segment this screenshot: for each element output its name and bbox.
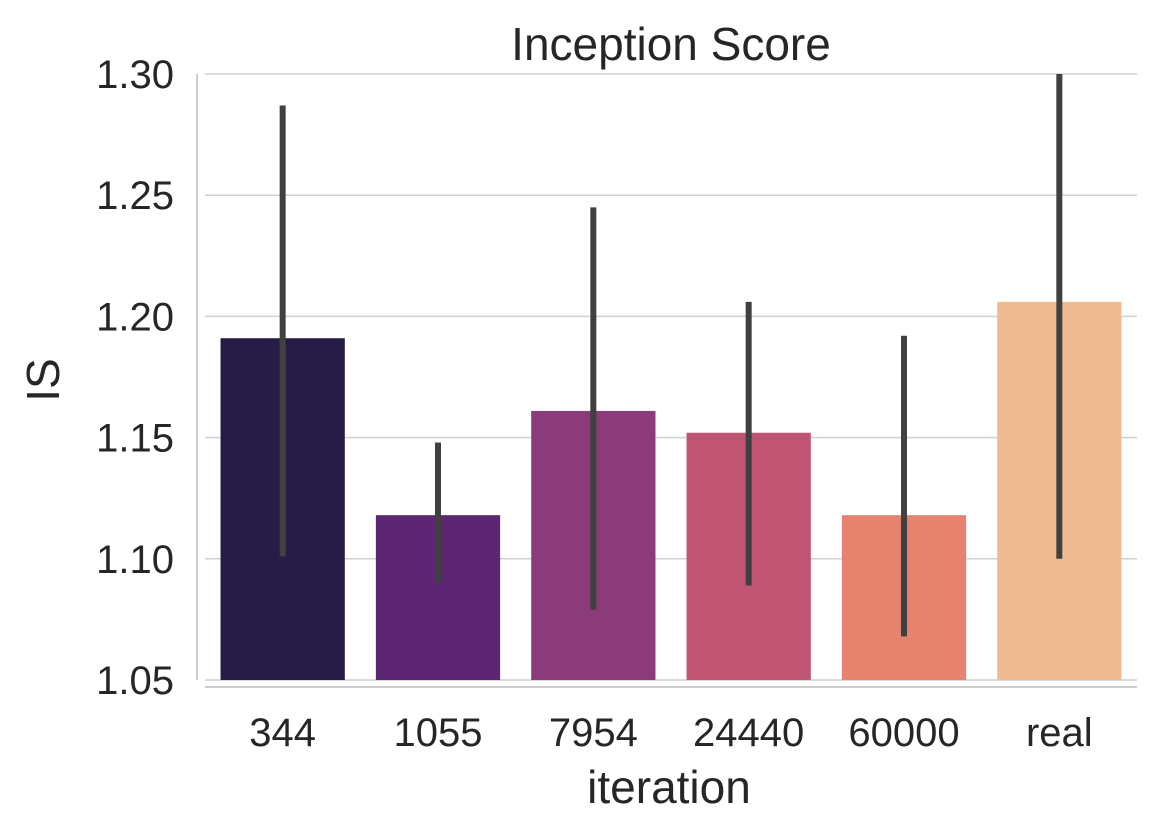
- y-tick-label: 1.05: [96, 659, 174, 703]
- y-tick-label: 1.25: [96, 174, 174, 218]
- x-tick-labels: 344 1055 7954 24440 60000 real: [249, 711, 1092, 755]
- gridlines: [205, 73, 1137, 681]
- x-tick-label: real: [1026, 711, 1093, 755]
- x-tick-label: 24440: [693, 711, 804, 755]
- y-tick-label: 1.20: [96, 295, 174, 339]
- error-bars: [279, 74, 1063, 637]
- x-axis-label: iteration: [587, 761, 751, 813]
- x-tick-label: 344: [249, 711, 316, 755]
- y-tick-labels: 1.05 1.10 1.15 1.20 1.25 1.30: [96, 53, 174, 703]
- x-tick-label: 60000: [848, 711, 959, 755]
- chart-title: Inception Score: [511, 18, 831, 70]
- y-tick-label: 1.15: [96, 417, 174, 461]
- x-tick-label: 1055: [394, 711, 483, 755]
- y-axis-label: IS: [17, 358, 69, 401]
- bars: [220, 301, 1122, 680]
- y-tick-label: 1.10: [96, 538, 174, 582]
- y-tick-label: 1.30: [96, 53, 174, 97]
- x-tick-label: 7954: [549, 711, 638, 755]
